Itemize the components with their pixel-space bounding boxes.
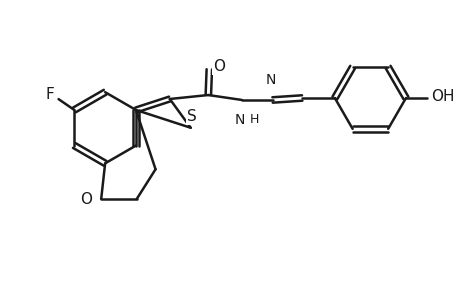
Text: F: F	[45, 87, 54, 102]
Text: OH: OH	[430, 88, 453, 104]
Text: O: O	[213, 59, 225, 74]
Text: S: S	[186, 109, 196, 124]
Text: N: N	[265, 73, 275, 87]
Text: N: N	[234, 113, 245, 127]
Text: H: H	[249, 113, 259, 126]
Text: O: O	[80, 192, 92, 207]
